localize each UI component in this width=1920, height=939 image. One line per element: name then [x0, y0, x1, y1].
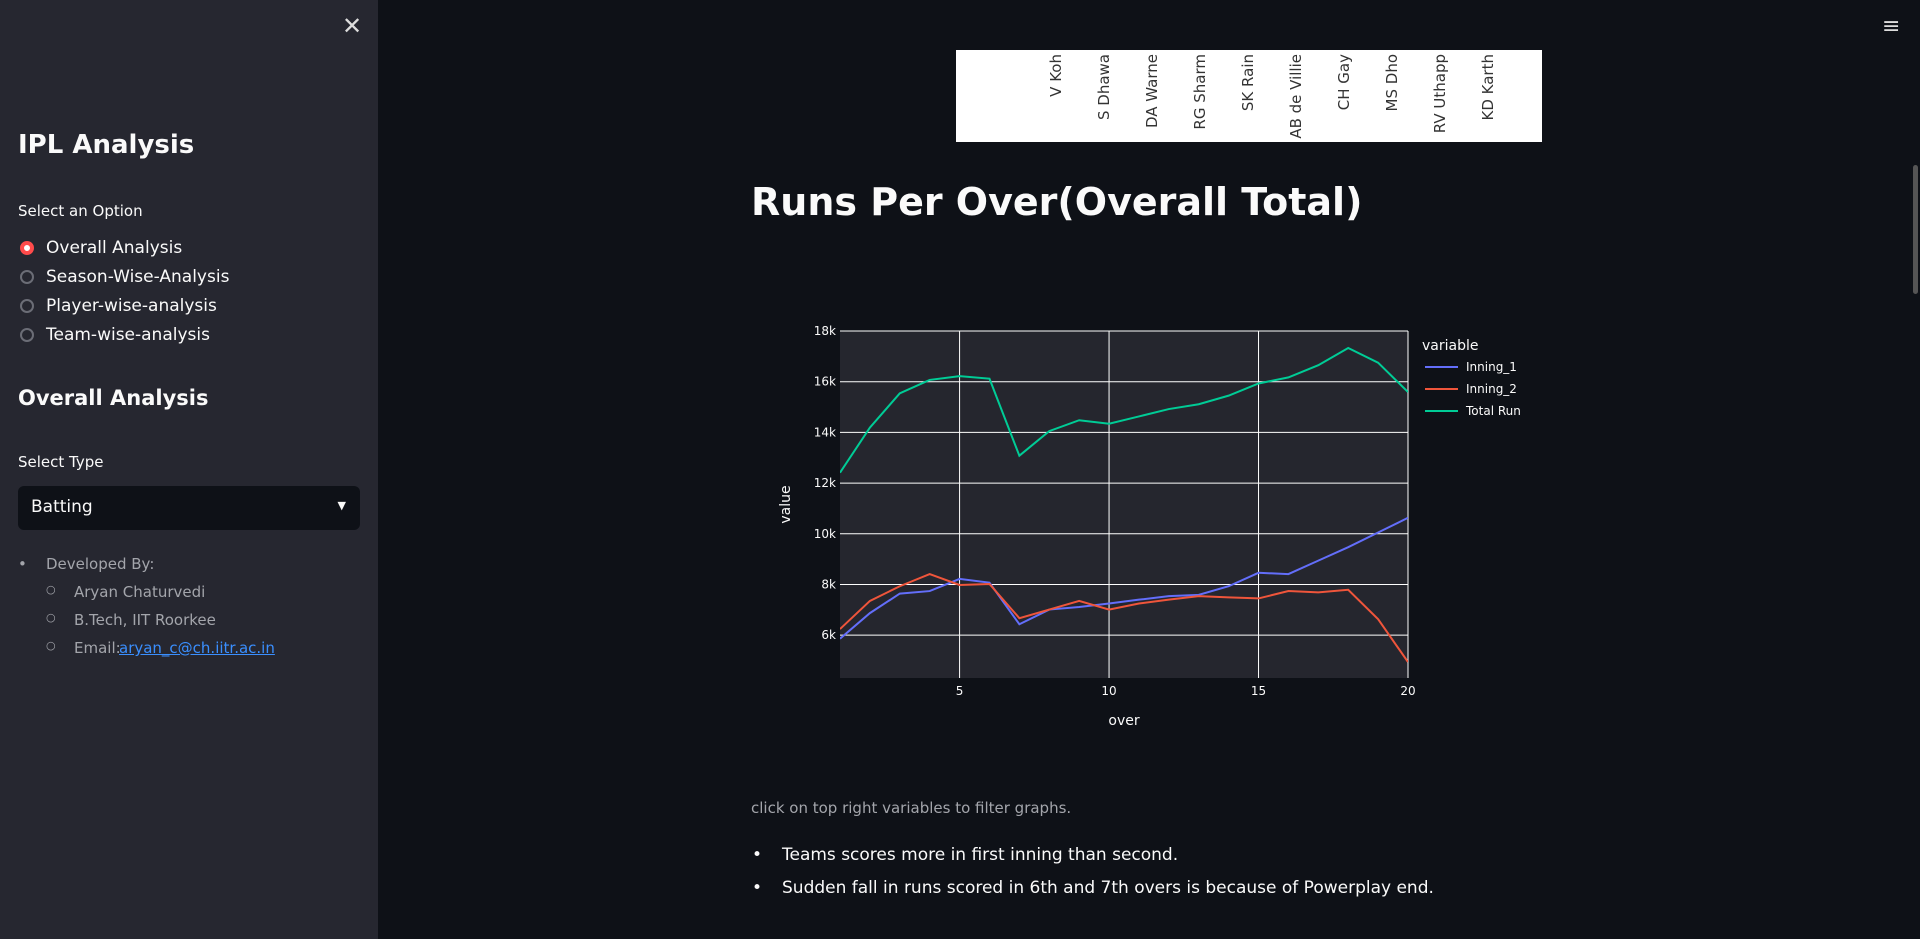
radio-option[interactable]: Season-Wise-Analysis	[20, 267, 229, 287]
credit-bullet: ○	[46, 583, 56, 596]
line-series	[840, 516, 1408, 640]
y-tick-label: 14k	[814, 425, 836, 439]
legend-label: Inning_1	[1466, 360, 1517, 374]
bar-label: DA Warne	[1143, 54, 1161, 128]
credit-bullet: ○	[46, 639, 56, 652]
radio-label: Team-wise-analysis	[46, 325, 210, 345]
x-axis-label: over	[1108, 713, 1139, 729]
credit-heading: Developed By:	[46, 555, 155, 573]
x-tick-label: 20	[1400, 684, 1415, 698]
bar-label: KD Karth	[1479, 54, 1497, 120]
radio[interactable]	[20, 270, 34, 284]
note: click on top right variables to filter g…	[751, 799, 1072, 817]
scrollbar	[1913, 165, 1918, 294]
credit-bullet: •	[18, 555, 27, 573]
email-label: Email:	[74, 639, 121, 657]
option-label: Select an Option	[18, 202, 143, 220]
radio-label: Overall Analysis	[46, 238, 183, 258]
radio-option[interactable]: Team-wise-analysis	[20, 325, 210, 345]
close-button[interactable]: ✕	[342, 12, 363, 40]
y-tick-label: 16k	[814, 375, 836, 389]
radio-label: Player-wise-analysis	[46, 296, 217, 316]
section-title: Overall Analysis	[18, 386, 209, 410]
bar-label: RG Sharm	[1191, 54, 1209, 130]
credit-item: Aryan Chaturvedi	[74, 583, 206, 601]
x-tick-label: 10	[1101, 684, 1116, 698]
legend-title: variable	[1422, 338, 1478, 354]
radio[interactable]	[20, 241, 34, 255]
line-series	[840, 573, 1408, 663]
bullet: •	[752, 878, 763, 898]
y-tick-label: 6k	[821, 628, 836, 642]
y-tick-label: 8k	[821, 577, 836, 591]
y-tick-label: 10k	[814, 527, 836, 541]
plot-area	[840, 331, 1408, 678]
sidebar-title: IPL Analysis	[18, 130, 195, 160]
radio-option[interactable]: Overall Analysis	[20, 238, 182, 258]
radio[interactable]	[20, 328, 34, 342]
x-tick-label: 5	[956, 684, 964, 698]
radio[interactable]	[20, 299, 34, 313]
y-tick-label: 18k	[814, 324, 836, 338]
bar-label: RV Uthapp	[1431, 54, 1449, 133]
x-tick-label: 15	[1251, 684, 1266, 698]
y-axis-label: value	[778, 485, 794, 523]
bullet-text: Teams scores more in first inning than s…	[782, 845, 1179, 865]
heading: Runs Per Over(Overall Total)	[751, 180, 1363, 224]
radio-label: Season-Wise-Analysis	[46, 267, 230, 287]
email[interactable]: aryan_c@ch.iitr.ac.in	[119, 639, 275, 657]
bullet-text: Sudden fall in runs scored in 6th and 7t…	[782, 878, 1434, 898]
bar-label: AB de Villie	[1287, 54, 1305, 139]
type-label: Select Type	[18, 453, 104, 471]
radio-option[interactable]: Player-wise-analysis	[20, 296, 217, 316]
legend-label: Inning_2	[1466, 382, 1517, 396]
bullet: •	[752, 845, 763, 865]
credit-bullet: ○	[46, 611, 56, 624]
select-box[interactable]: Batting ▼	[18, 486, 360, 530]
legend-label: Total Run	[1465, 404, 1521, 418]
menu-button[interactable]: ≡	[1882, 14, 1901, 39]
bar-label: V Koh	[1047, 54, 1065, 97]
bar-label: SK Rain	[1239, 54, 1257, 111]
sidebar: ✕ IPL Analysis Select an Option Overall …	[0, 0, 378, 939]
y-tick-label: 12k	[814, 476, 836, 490]
credit-item: B.Tech, IIT Roorkee	[74, 611, 216, 629]
bar-label: CH Gay	[1335, 54, 1353, 110]
email-link[interactable]: aryan_c@ch.iitr.ac.in	[119, 639, 275, 657]
select-arrow: ▼	[337, 499, 346, 512]
line-series	[840, 346, 1408, 474]
bar-label: MS Dho	[1383, 54, 1401, 111]
top-chart-panel	[956, 50, 1542, 142]
bar-label: S Dhawa	[1095, 54, 1113, 120]
select-value: Batting	[31, 497, 93, 517]
